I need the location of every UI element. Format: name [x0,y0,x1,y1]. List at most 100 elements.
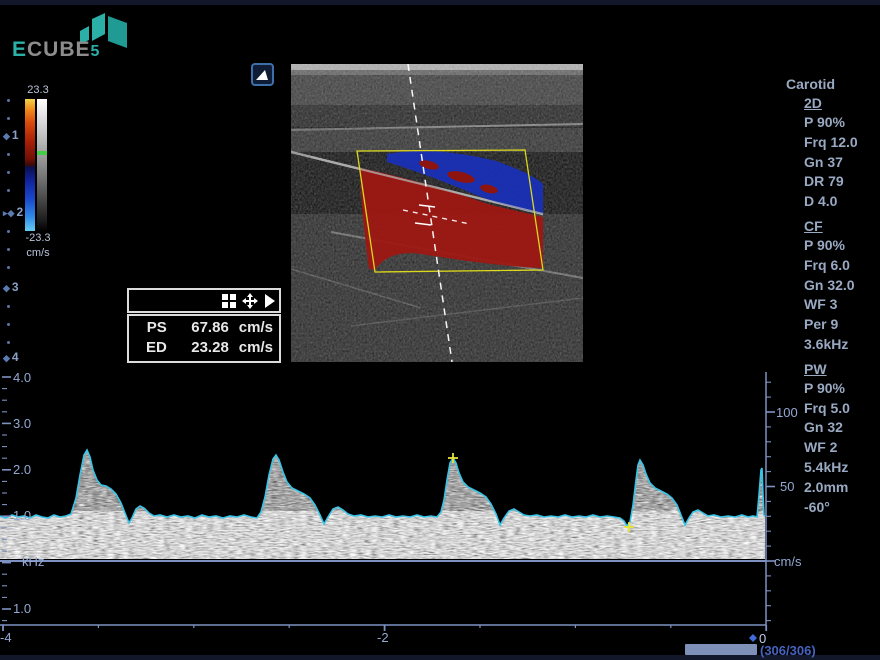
ed-measurement-row: ED 23.28 cm/s [135,338,273,358]
colorbar-max-label: 23.3 [27,84,49,96]
param-line-cf: Per 9 [804,316,839,333]
param-line-pw: 5.4kHz [804,458,849,475]
depth-tick-dot [7,117,10,120]
param-line-pw: WF 2 [804,439,838,456]
y-label-4: 4.0 [13,370,31,385]
bottom-strip [0,655,880,660]
y-label-2: 2.0 [13,462,31,477]
ed-value: 23.28 [191,339,229,356]
depth-tick-dot [7,189,10,192]
param-line-pw: P 90% [804,379,845,396]
measurement-result-box[interactable]: PS 67.86 cm/s ED 23.28 cm/s [127,288,281,363]
diamond-icon: ▸◆ [3,208,15,218]
depth-tick-dot [7,305,10,308]
right-label-100: 100 [776,405,798,420]
depth-tick-dot [7,341,10,344]
depth-tick-dot [7,323,10,326]
depth-ruler: ◆ 1 ▸◆ 2 ◆ 3 ◆ 4 [0,0,30,380]
sweep-position-diamond [749,634,757,642]
param-line-pw: Gn 32 [804,419,843,436]
param-line-2d: Frq 12.0 [804,133,858,150]
depth-tick-dot [7,99,10,102]
depth-tick-dot [7,230,10,233]
measurement-box-header[interactable] [127,288,281,313]
ed-caliper-marker[interactable] [624,522,634,532]
param-line-cf: Frq 6.0 [804,256,850,273]
param-line-2d: P 90% [804,114,845,130]
section-pw: PW P 90% Frq 5.0 Gn 32 WF 2 5.4kHz 2.0mm -60° [804,361,878,518]
logo-letter-e: E [12,38,28,61]
logo-word-cube: CUBE [27,38,91,61]
diamond-icon: ◆ [3,283,10,293]
colorbar-unit-label: cm/s [26,247,50,259]
x-label-minus2: -2 [377,630,389,645]
spectral-waveform [0,450,765,559]
ecube-logo-text: ECUBE5 [12,38,100,62]
baseline-unit-label: kHz [22,554,44,569]
cms-axis-ticks [766,381,775,622]
diamond-icon: ◆ [3,131,10,141]
ecube-logo-mark-icon [80,13,127,48]
depth-tick-dot [7,266,10,269]
right-label-50: 50 [780,479,794,494]
param-line-2d: D 4.0 [804,193,838,210]
cine-scrollbar[interactable] [685,644,757,655]
section-2d-title: 2D [804,95,822,111]
gray-map-marker [37,151,47,155]
diamond-icon: ◆ [3,353,10,363]
flow-red-region [360,168,543,270]
param-line-2d: DR 79 [804,173,844,190]
orientation-marker-icon[interactable] [251,63,274,86]
play-icon[interactable] [264,293,275,308]
section-cf-title: CF [804,217,823,234]
depth-marker-3: ◆ 3 [3,280,19,294]
colorbar-min-label: -23.3 [25,232,51,244]
section-pw-title: PW [804,360,827,377]
color-flow-scale [25,99,35,231]
parameter-panel: Carotid 2D P 90% Frq 12.0 Gn 37 DR 79 D 4.0 … [786,76,878,523]
color-roi-box [356,149,544,273]
ps-caliper-marker[interactable] [448,453,458,463]
ps-value: 67.86 [191,319,229,336]
y-label-1: 1.0 [13,508,31,523]
grid-icon[interactable] [222,293,236,308]
param-line-cf: 3.6kHz [804,335,849,352]
frame-counter: (306/306) [760,643,816,658]
ps-measurement-row: PS 67.86 cm/s [135,318,273,338]
param-line-2d: Gn 37 [804,153,843,170]
top-strip [0,0,880,5]
angle-correct-line [402,209,471,225]
bmode-color-image[interactable] [290,63,584,363]
pw-cursor-line [407,63,453,363]
depth-marker-1: ◆ 1 [3,128,19,142]
depth-marker-2: ▸◆ 2 [3,205,24,219]
ed-unit: cm/s [238,339,273,356]
ecube-logo: ECUBE5 [10,6,150,66]
right-unit-label: cm/s [774,554,802,569]
spectral-doppler-display[interactable]: 4.0 3.0 2.0 1.0 kHz 1.0 100 50 cm/s -4 -… [0,365,880,660]
depth-tick-dot [7,248,10,251]
depth-tick-dot [7,153,10,156]
param-line-cf: P 90% [804,236,845,253]
section-cf: CF P 90% Frq 6.0 Gn 32.0 WF 3 Per 9 3.6kHz [804,218,878,355]
move-icon[interactable] [242,292,258,309]
x-label-minus4: -4 [0,630,12,645]
section-2d: 2D P 90% Frq 12.0 Gn 37 DR 79 D 4.0 [804,95,878,212]
khz-axis-ticks [2,376,11,622]
ed-label: ED [145,339,167,356]
ps-unit: cm/s [238,319,273,336]
logo-digit-5: 5 [90,43,101,60]
depth-marker-4: ◆ 4 [3,350,19,364]
time-axis-ticks [2,625,768,631]
param-line-pw: -60° [804,498,830,515]
ps-label: PS [146,319,167,336]
param-line-cf: Gn 32.0 [804,276,855,293]
depth-tick-dot [7,171,10,174]
doppler-envelope-trace [0,448,766,528]
param-line-pw: 2.0mm [804,478,849,495]
param-line-cf: WF 3 [804,296,838,313]
y-label-below: 1.0 [13,601,31,616]
x-label-zero: 0 [759,631,766,646]
measurement-values: PS 67.86 cm/s ED 23.28 cm/s [127,314,281,363]
